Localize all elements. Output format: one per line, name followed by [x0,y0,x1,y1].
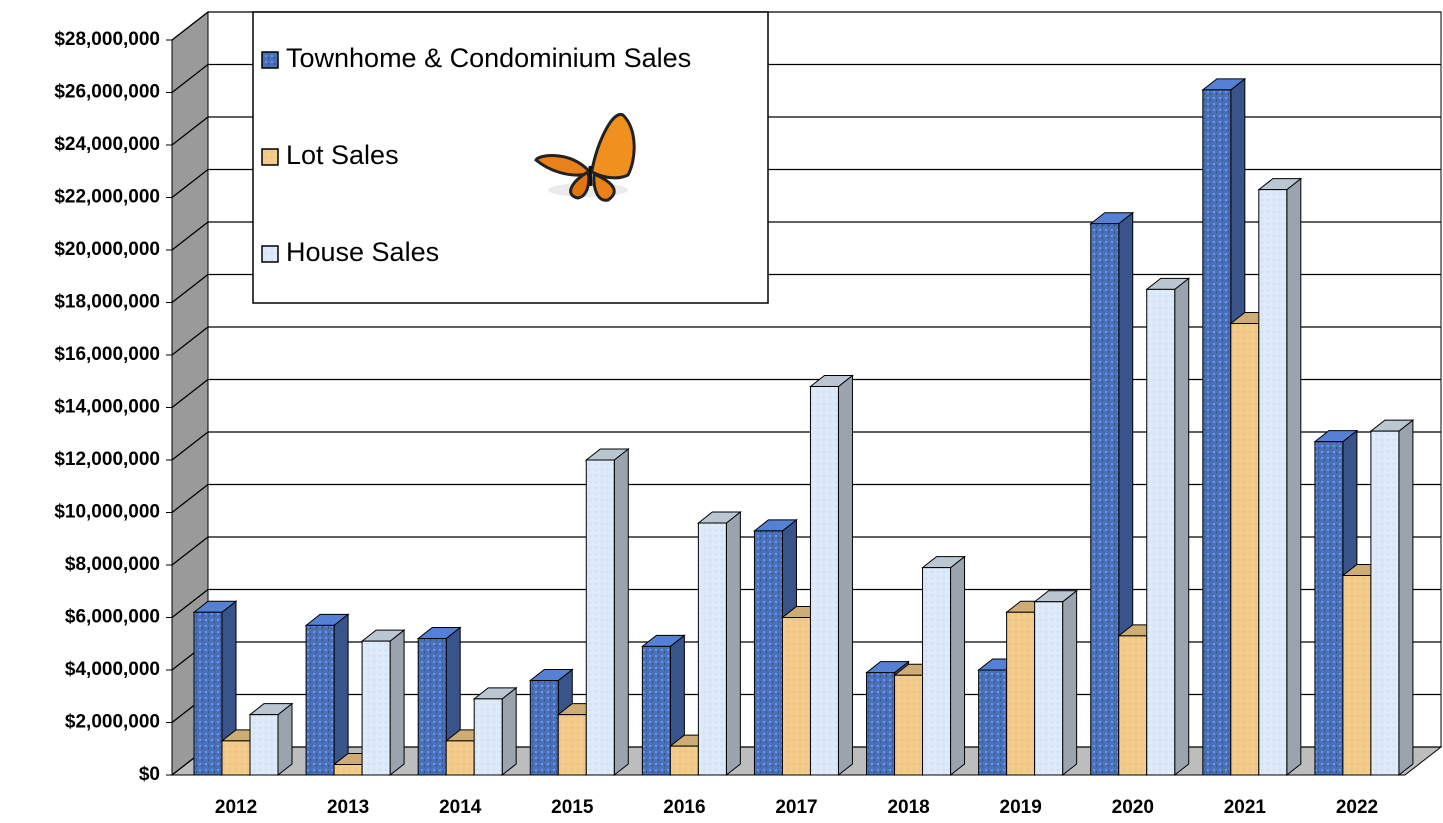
y-tick-label: $28,000,000 [54,29,160,50]
bar [222,741,250,775]
y-tick-label: $14,000,000 [54,397,160,418]
bar [867,673,895,775]
bar [810,387,838,776]
x-tick-label: 2020 [1112,797,1154,818]
bar-side [726,512,740,775]
bar [754,531,782,775]
bar [530,681,558,776]
bar [194,612,222,775]
bar [586,460,614,775]
bar [1315,442,1343,775]
y-tick-label: $24,000,000 [54,134,160,155]
bar [418,639,446,776]
y-tick-label: $10,000,000 [54,502,160,523]
x-tick-label: 2015 [551,797,594,818]
bar-side [278,704,292,775]
bar [306,625,334,775]
y-tick-label: $20,000,000 [54,239,160,260]
x-tick-label: 2018 [887,797,929,818]
bar [1119,636,1147,775]
x-tick-label: 2014 [439,797,482,818]
bar [1147,289,1175,775]
x-tick-label: 2012 [215,797,257,818]
x-tick-label: 2022 [1336,797,1378,818]
bar [1007,612,1035,775]
bar-side [334,614,348,775]
bar-side [951,557,965,775]
y-tick-label: $6,000,000 [65,607,160,628]
bar [1091,224,1119,775]
legend-swatch [262,246,278,262]
bar [334,765,362,776]
bar-side [502,688,516,775]
bar [782,618,810,776]
bar [670,746,698,775]
bar [474,699,502,775]
bar [1371,431,1399,775]
bar-side [390,630,404,775]
legend-label: House Sales [286,237,439,267]
bar [1035,602,1063,775]
bar-side [1287,179,1301,775]
chart: $0 $2,000,000 $4,000,000 $6,000,000 $8,000,0… [0,0,1443,823]
legend-swatch [262,52,278,68]
y-tick-label: $22,000,000 [54,187,160,208]
y-tick-label: $12,000,000 [54,449,160,470]
y-tick-label: $26,000,000 [54,82,160,103]
bar [362,641,390,775]
bar-side [1063,591,1077,775]
bar [558,715,586,775]
bar [642,646,670,775]
bar [250,715,278,775]
legend-label: Lot Sales [286,140,399,170]
x-tick-label: 2016 [663,797,705,818]
bar [895,675,923,775]
legend: Townhome & Condominium Sales Lot Sales Hou… [253,12,768,303]
y-tick-label: $8,000,000 [65,554,160,575]
bar [446,741,474,775]
bar [1203,90,1231,775]
x-tick-label: 2013 [327,797,369,818]
x-tick-label: 2021 [1224,797,1267,818]
bar [1231,324,1259,776]
legend-label: Townhome & Condominium Sales [286,43,691,73]
legend-swatch [262,149,278,165]
bar [979,670,1007,775]
bar-side [1399,420,1413,775]
bar [1259,190,1287,775]
bar-side [838,376,852,776]
x-tick-label: 2019 [1000,797,1042,818]
bar [923,568,951,775]
bar [1343,576,1371,776]
x-tick-label: 2017 [775,797,817,818]
y-tick-label: $18,000,000 [54,292,160,313]
bar [698,523,726,775]
y-tick-label: $16,000,000 [54,344,160,365]
bar-side [1175,278,1189,775]
y-tick-label: $4,000,000 [65,659,160,680]
bar-side [614,449,628,775]
y-tick-label: $0 [139,764,160,785]
y-tick-label: $2,000,000 [65,712,160,733]
